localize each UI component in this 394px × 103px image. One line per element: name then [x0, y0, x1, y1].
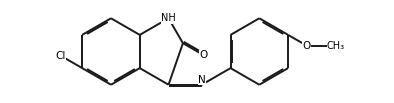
- Text: Cl: Cl: [56, 51, 66, 61]
- Text: O: O: [199, 50, 207, 60]
- Text: CH₃: CH₃: [327, 41, 345, 51]
- Text: N: N: [198, 75, 206, 85]
- Text: O: O: [303, 41, 311, 51]
- Text: NH: NH: [161, 13, 176, 23]
